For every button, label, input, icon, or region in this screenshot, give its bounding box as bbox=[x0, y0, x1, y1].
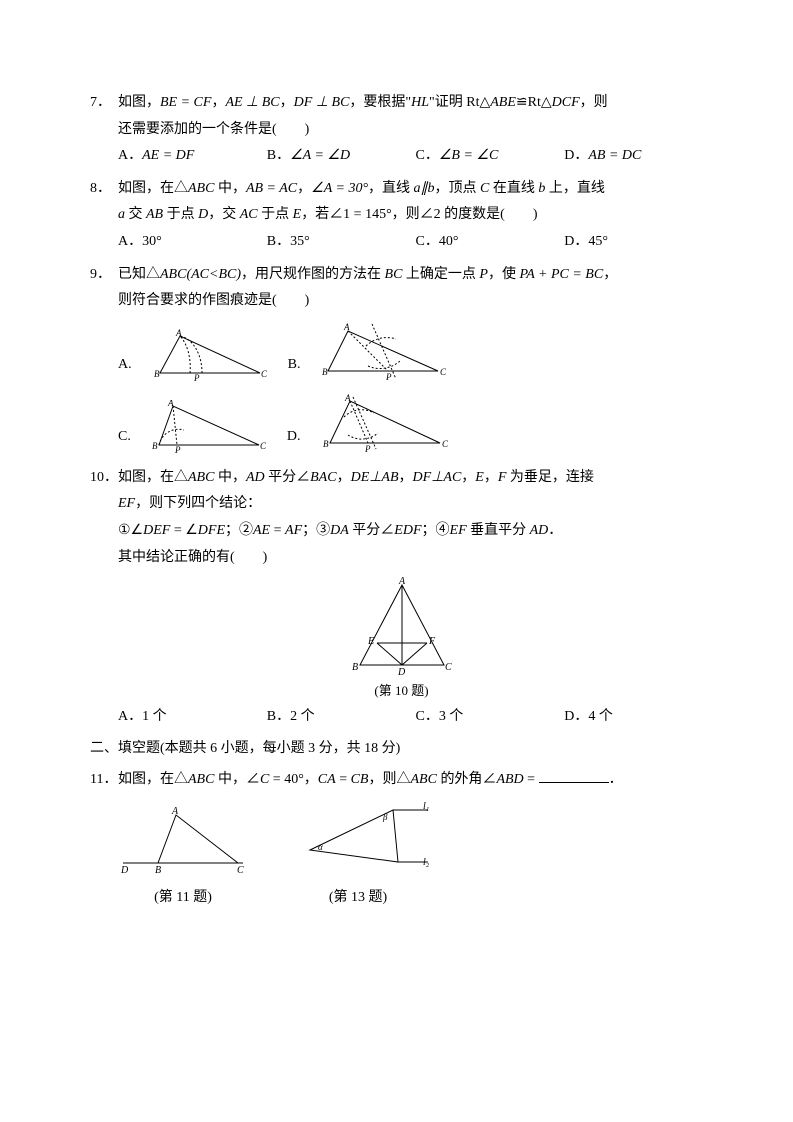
q10-options: A．1 个 B．2 个 C．3 个 D．4 个 bbox=[90, 704, 713, 731]
q9-row2: C. A B P C D. A B P C bbox=[90, 393, 713, 455]
q7-opt-d[interactable]: D．AB = DC bbox=[564, 143, 713, 170]
svg-text:C: C bbox=[261, 369, 268, 379]
svg-text:β: β bbox=[382, 812, 388, 822]
q11-fig-row: A D B C β α l₁ l₂ bbox=[90, 800, 713, 875]
q10-opt-a[interactable]: A．1 个 bbox=[118, 704, 267, 731]
q9-number: 9． bbox=[90, 262, 118, 289]
svg-text:C: C bbox=[237, 865, 244, 875]
question-11: 11． 如图，在△ABC 中，∠C = 40°，CA = CB，则△ABC 的外… bbox=[90, 767, 713, 911]
svg-text:F: F bbox=[428, 636, 436, 647]
svg-text:P: P bbox=[385, 372, 392, 382]
svg-text:C: C bbox=[445, 662, 452, 673]
svg-text:B: B bbox=[352, 662, 358, 673]
q10-opt-b[interactable]: B．2 个 bbox=[267, 704, 416, 731]
svg-text:E: E bbox=[367, 636, 374, 647]
svg-text:A: A bbox=[398, 577, 406, 587]
q9-line2: 则符合要求的作图痕迹是( ) bbox=[90, 288, 713, 315]
svg-text:α: α bbox=[318, 842, 323, 852]
q10-figure-wrap: A E F B D C bbox=[90, 577, 713, 677]
q10-opt-d[interactable]: D．4 个 bbox=[564, 704, 713, 731]
q9-label-c[interactable]: C. bbox=[118, 424, 131, 455]
q9-figure-c: A B P C bbox=[149, 400, 269, 455]
q8-options: A．30° B．35° C．40° D．45° bbox=[90, 229, 713, 256]
svg-text:P: P bbox=[193, 373, 200, 383]
q13-figure: β α l₁ l₂ bbox=[298, 800, 438, 875]
q9-text: 已知△ABC(AC<BC)，用尺规作图的方法在 BC 上确定一点 P，使 PA … bbox=[118, 262, 713, 289]
q7-text: 如图，BE = CF，AE ⊥ BC，DF ⊥ BC，要根据"HL"证明 Rt△… bbox=[118, 90, 713, 117]
svg-text:A: A bbox=[171, 806, 179, 817]
q11-number: 11． bbox=[90, 767, 118, 794]
q10-line3: ①∠DEF = ∠DFE；②AE = AF；③DA 平分∠EDF；④EF 垂直平… bbox=[90, 518, 713, 545]
q11-blank[interactable] bbox=[539, 768, 609, 783]
svg-text:P: P bbox=[364, 444, 371, 454]
q7-line2: 还需要添加的一个条件是( ) bbox=[90, 117, 713, 144]
q8-opt-a[interactable]: A．30° bbox=[118, 229, 267, 256]
q11-caption-row: (第 11 题) (第 13 题) bbox=[90, 885, 713, 912]
q7-number: 7． bbox=[90, 90, 118, 117]
svg-text:D: D bbox=[120, 865, 129, 875]
question-8: 8． 如图，在△ABC 中，AB = AC，∠A = 30°，直线 a∥b，顶点… bbox=[90, 176, 713, 256]
q9-figure-d: A B P C bbox=[318, 393, 453, 455]
svg-text:B: B bbox=[152, 441, 158, 451]
svg-text:C: C bbox=[442, 439, 449, 449]
q10-line4: 其中结论正确的有( ) bbox=[90, 545, 713, 572]
q10-number: 10． bbox=[90, 465, 118, 492]
q9-label-d[interactable]: D. bbox=[287, 424, 301, 455]
question-9: 9． 已知△ABC(AC<BC)，用尺规作图的方法在 BC 上确定一点 P，使 … bbox=[90, 262, 713, 455]
q9-figure-b: A B P C bbox=[318, 321, 453, 383]
q8-opt-d[interactable]: D．45° bbox=[564, 229, 713, 256]
svg-text:C: C bbox=[440, 367, 447, 377]
svg-text:P: P bbox=[174, 445, 181, 455]
q10-opt-c[interactable]: C．3 个 bbox=[416, 704, 565, 731]
q7-opt-c[interactable]: C．∠B = ∠C bbox=[416, 143, 565, 170]
svg-text:D: D bbox=[397, 667, 406, 677]
svg-text:B: B bbox=[323, 439, 329, 449]
svg-text:C: C bbox=[260, 441, 267, 451]
q11-caption: (第 11 题) bbox=[118, 885, 248, 912]
q10-line2: EF，则下列四个结论： bbox=[90, 491, 713, 518]
q9-label-b[interactable]: B. bbox=[288, 352, 301, 383]
svg-text:A: A bbox=[343, 322, 350, 332]
q9-row1: A. A B P C B. A B P C bbox=[90, 321, 713, 383]
svg-text:B: B bbox=[322, 367, 328, 377]
svg-text:l₁: l₁ bbox=[423, 801, 429, 812]
q10-text: 如图，在△ABC 中，AD 平分∠BAC，DE⊥AB，DF⊥AC，E，F 为垂足… bbox=[118, 465, 713, 492]
svg-text:A: A bbox=[167, 400, 174, 408]
q7-options: A．AE = DF B．∠A = ∠D C．∠B = ∠C D．AB = DC bbox=[90, 143, 713, 170]
svg-text:A: A bbox=[344, 393, 351, 403]
q8-number: 8． bbox=[90, 176, 118, 203]
q7-opt-b[interactable]: B．∠A = ∠D bbox=[267, 143, 416, 170]
q13-caption: (第 13 题) bbox=[288, 885, 428, 912]
q10-caption: (第 10 题) bbox=[90, 679, 713, 704]
q7-opt-a[interactable]: A．AE = DF bbox=[118, 143, 267, 170]
q9-figure-a: A B P C bbox=[150, 328, 270, 383]
q11-text: 如图，在△ABC 中，∠C = 40°，CA = CB，则△ABC 的外角∠AB… bbox=[118, 767, 713, 794]
question-10: 10． 如图，在△ABC 中，AD 平分∠BAC，DE⊥AB，DF⊥AC，E，F… bbox=[90, 465, 713, 731]
q8-opt-b[interactable]: B．35° bbox=[267, 229, 416, 256]
svg-text:B: B bbox=[155, 865, 161, 875]
q8-line2: a 交 AB 于点 D，交 AC 于点 E，若∠1 = 145°，则∠2 的度数… bbox=[90, 202, 713, 229]
q8-opt-c[interactable]: C．40° bbox=[416, 229, 565, 256]
section-2-heading: 二、填空题(本题共 6 小题，每小题 3 分，共 18 分) bbox=[90, 736, 713, 763]
q11-figure: A D B C bbox=[118, 805, 248, 875]
question-7: 7． 如图，BE = CF，AE ⊥ BC，DF ⊥ BC，要根据"HL"证明 … bbox=[90, 90, 713, 170]
svg-text:l₂: l₂ bbox=[423, 857, 430, 868]
q9-label-a[interactable]: A. bbox=[118, 352, 132, 383]
q10-figure: A E F B D C bbox=[342, 577, 462, 677]
q8-text: 如图，在△ABC 中，AB = AC，∠A = 30°，直线 a∥b，顶点 C … bbox=[118, 176, 713, 203]
svg-text:A: A bbox=[175, 328, 182, 338]
svg-text:B: B bbox=[154, 369, 160, 379]
